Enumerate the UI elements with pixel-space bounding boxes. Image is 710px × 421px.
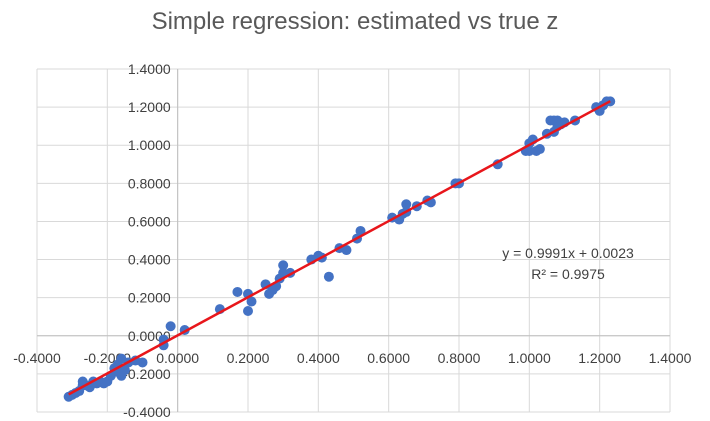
data-point — [165, 321, 176, 332]
trendline-r2: R² = 0.9975 — [531, 266, 605, 282]
x-tick-label: 0.2000 — [227, 350, 270, 366]
trendline-layer — [68, 100, 611, 396]
data-point — [323, 271, 334, 282]
y-tick-label: -0.4000 — [123, 404, 171, 420]
x-tick-label: 1.2000 — [578, 350, 621, 366]
chart-title: Simple regression: estimated vs true z — [151, 8, 559, 35]
data-point — [137, 357, 148, 368]
y-tick-label: 1.2000 — [128, 99, 171, 115]
data-point — [278, 260, 289, 271]
trendline — [68, 100, 611, 396]
y-tick-label: 0.8000 — [128, 175, 171, 191]
y-tick-label: 0.6000 — [128, 213, 171, 229]
data-point — [232, 286, 243, 297]
y-tick-label: 0.2000 — [128, 290, 171, 306]
x-tick-label: 1.4000 — [649, 350, 692, 366]
data-point — [278, 267, 289, 278]
y-tick-label: 1.0000 — [128, 137, 171, 153]
x-tick-label: 0.4000 — [297, 350, 340, 366]
x-tick-label: 0.8000 — [438, 350, 481, 366]
x-tick-label: 0.6000 — [367, 350, 410, 366]
data-point — [534, 144, 545, 155]
data-point — [524, 145, 535, 156]
data-point — [243, 306, 253, 317]
data-point — [355, 225, 366, 236]
tick-labels: -0.4000 -0.2000 0.0000 0.2000 0.4000 0.6000 0.… — [13, 61, 691, 420]
data-point — [341, 245, 352, 256]
trendline-equation: y = 0.9991x + 0.0023 — [502, 245, 634, 261]
x-tick-label: -0.4000 — [13, 350, 61, 366]
x-tick-label: 1.0000 — [508, 350, 551, 366]
data-point — [401, 199, 412, 210]
y-tick-label: 1.4000 — [128, 61, 171, 77]
trendline-labels: y = 0.9991x + 0.0023 R² = 0.9975 — [502, 245, 634, 282]
y-tick-label: 0.4000 — [128, 252, 171, 268]
axes — [37, 69, 670, 412]
data-point — [246, 296, 257, 307]
data-point — [119, 365, 130, 376]
x-tick-label: 0.0000 — [156, 350, 199, 366]
y-tick-label: -0.2000 — [123, 366, 171, 382]
